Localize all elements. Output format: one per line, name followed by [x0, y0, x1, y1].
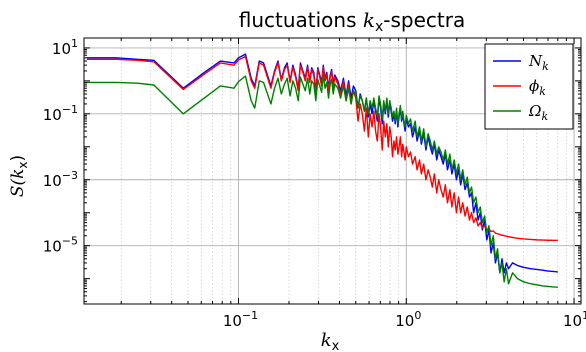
series-lines — [86, 53, 558, 288]
legend: Nk ϕk Ωk — [484, 43, 574, 130]
series-line-2 — [86, 74, 558, 288]
legend-label-1: ϕk — [529, 77, 546, 98]
y-tick-label: 10−5 — [43, 235, 78, 256]
legend-label-2: Ωk — [528, 102, 548, 123]
y-axis-close: ) — [8, 155, 28, 162]
series-line-1 — [86, 55, 558, 242]
x-tick-label: 101 — [563, 309, 586, 330]
x-axis-subscript: x — [332, 339, 340, 352]
x-tick-label: 100 — [395, 309, 421, 330]
x-axis-variable: k — [321, 330, 332, 351]
plot-frame — [83, 37, 582, 305]
chart-title: fluctuations kx-spectra — [239, 8, 466, 35]
svg-text:S(kx): S(kx) — [8, 155, 30, 197]
x-tick-label: 10−1 — [223, 309, 258, 330]
svg-text:kx: kx — [321, 330, 340, 352]
title-prefix: fluctuations — [239, 8, 363, 32]
x-axis-label: kx — [321, 330, 340, 352]
legend-label-0: Nk — [528, 52, 549, 73]
tick-labels: 10−1 100 101 101 10−1 10−3 10−5 — [43, 37, 586, 330]
y-tick-label: 10−1 — [43, 103, 78, 124]
y-axis-label: S(kx) — [8, 155, 30, 197]
svg-text:fluctuations kx-spectra: fluctuations kx-spectra — [239, 8, 466, 35]
y-axis-variable: S(k — [8, 169, 28, 198]
title-subscript: x — [375, 19, 383, 35]
axis-ticks — [84, 37, 581, 304]
title-variable: k — [363, 8, 375, 32]
y-tick-label: 101 — [52, 37, 78, 58]
y-axis-subscript: x — [16, 161, 30, 168]
y-tick-label: 10−3 — [43, 169, 78, 190]
title-suffix: -spectra — [383, 8, 465, 32]
